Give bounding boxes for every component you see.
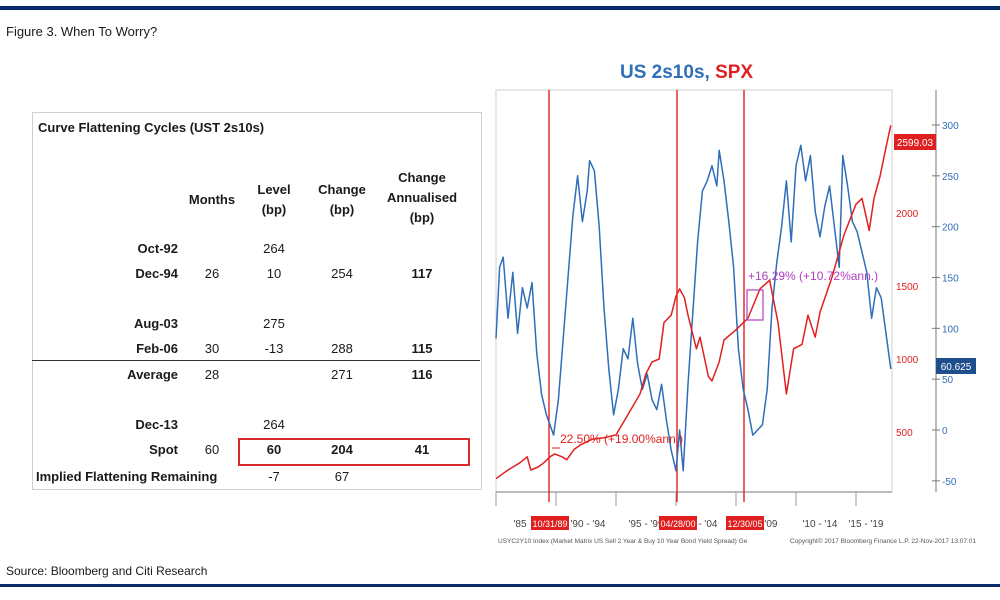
- date-marker-badge: [726, 516, 764, 530]
- table-cell-level: 264: [263, 417, 285, 432]
- table-row-label: Implied Flattening Remaining: [36, 469, 218, 484]
- x-axis-tick-label: '00 - '04: [683, 519, 718, 530]
- spx-last-label: 2599.03: [897, 138, 934, 149]
- table-cell-level: -7: [268, 469, 280, 484]
- top-rule: [0, 6, 1000, 10]
- table-row-label: Feb-06: [136, 341, 178, 356]
- table-cell-months: 26: [204, 266, 220, 281]
- x-axis-tick-label: '10 - '14: [803, 519, 838, 530]
- table-cell-level: 60: [266, 442, 282, 457]
- header-annualised: Change Annualised (bp): [386, 170, 458, 225]
- annotation-2005: +16.29% (+10.72%ann.): [748, 269, 878, 283]
- table-row-label: Dec-94: [135, 266, 178, 281]
- chart-footer-left: USYC2Y10 Index (Market Matrix US Sell 2 …: [498, 538, 748, 545]
- table-row-label: Spot: [149, 442, 178, 457]
- table-cell-change: 254: [331, 266, 353, 281]
- source-note: Source: Bloomberg and Citi Research: [6, 564, 208, 578]
- right-axis-tick-label: 0: [942, 426, 948, 437]
- chart-title-sep: ,: [704, 62, 716, 83]
- x-axis-tick-label: '95 - '99: [629, 519, 664, 530]
- header-change: Change (bp): [318, 182, 366, 217]
- right-axis-tick-label: 150: [942, 274, 959, 285]
- spx-axis-tick-label: 2000: [896, 209, 919, 220]
- average-divider: [32, 360, 480, 361]
- date-marker-badge: [531, 516, 569, 530]
- table-cell-annualised: 116: [411, 367, 433, 382]
- table-row-label: Oct-92: [137, 241, 178, 256]
- spx-axis-tick-label: 500: [896, 428, 913, 439]
- annotation-1989: 22.50% (+19.00%ann.): [560, 432, 683, 446]
- figure-title: Figure 3. When To Worry?: [6, 24, 158, 39]
- table-cell-change: 271: [331, 367, 353, 382]
- table-cell-months: 28: [204, 367, 220, 382]
- spx-axis-tick-label: 1500: [896, 282, 919, 293]
- right-axis-tick-label: 100: [942, 324, 959, 335]
- us2s10s-last-label: 60.625: [941, 362, 972, 373]
- table-row-label: Average: [127, 367, 178, 382]
- date-marker-label: 04/28/00: [660, 519, 695, 529]
- x-axis-tick-label: '85: [513, 519, 526, 530]
- series-line-spx: [495, 125, 892, 480]
- table-cell-level: 275: [263, 316, 285, 331]
- table-cell-level: -13: [264, 341, 284, 356]
- table-cell-months: 60: [204, 442, 220, 457]
- table-cell-level: 264: [263, 241, 285, 256]
- right-axis-tick-label: 50: [942, 375, 954, 386]
- us2s10s-last-badge: [936, 358, 976, 374]
- header-level: Level (bp): [257, 182, 291, 217]
- right-axis-tick-label: 200: [942, 223, 959, 234]
- chart-title: US 2s10s, SPX: [620, 62, 753, 84]
- table-cell-annualised: 115: [411, 341, 433, 356]
- annotation-2005-bracket: [746, 289, 764, 321]
- date-marker-badge: [659, 516, 697, 530]
- table-cell-annualised: 117: [411, 266, 433, 281]
- table-title: Curve Flattening Cycles (UST 2s10s): [38, 120, 265, 135]
- chart-title-part2: SPX: [715, 62, 754, 83]
- spot-highlight-box: [238, 438, 470, 466]
- table-cell-change: 204: [331, 442, 353, 457]
- spx-axis-tick-label: 1000: [896, 355, 919, 366]
- chart-title-part1: US 2s10s: [620, 62, 705, 83]
- header-months: Months: [188, 192, 236, 207]
- table-frame: [32, 112, 482, 490]
- chart-footer-right: Copyright© 2017 Bloomberg Finance L.P. 2…: [790, 537, 976, 545]
- x-axis-tick-label: '15 - '19: [849, 519, 884, 530]
- table-cell-months: 30: [204, 341, 220, 356]
- table-cell-change: 67: [334, 469, 350, 484]
- table-cell-change: 288: [331, 341, 353, 356]
- table-cell-annualised: 41: [414, 442, 430, 457]
- right-axis-tick-label: -50: [942, 477, 957, 488]
- table-row-label: Dec-13: [135, 417, 178, 432]
- bottom-rule: [0, 584, 1000, 587]
- date-marker-label: 10/31/89: [532, 519, 567, 529]
- spx-last-badge: [894, 134, 936, 150]
- right-axis-tick-label: 250: [942, 172, 959, 183]
- series-line-us2s10s: [495, 144, 892, 472]
- x-axis-tick-label: '90 - '94: [571, 519, 606, 530]
- table-row-label: Aug-03: [133, 316, 178, 331]
- right-axis-tick-label: 300: [942, 121, 959, 132]
- table-cell-level: 10: [266, 266, 282, 281]
- date-marker-label: 12/30/05: [727, 519, 762, 529]
